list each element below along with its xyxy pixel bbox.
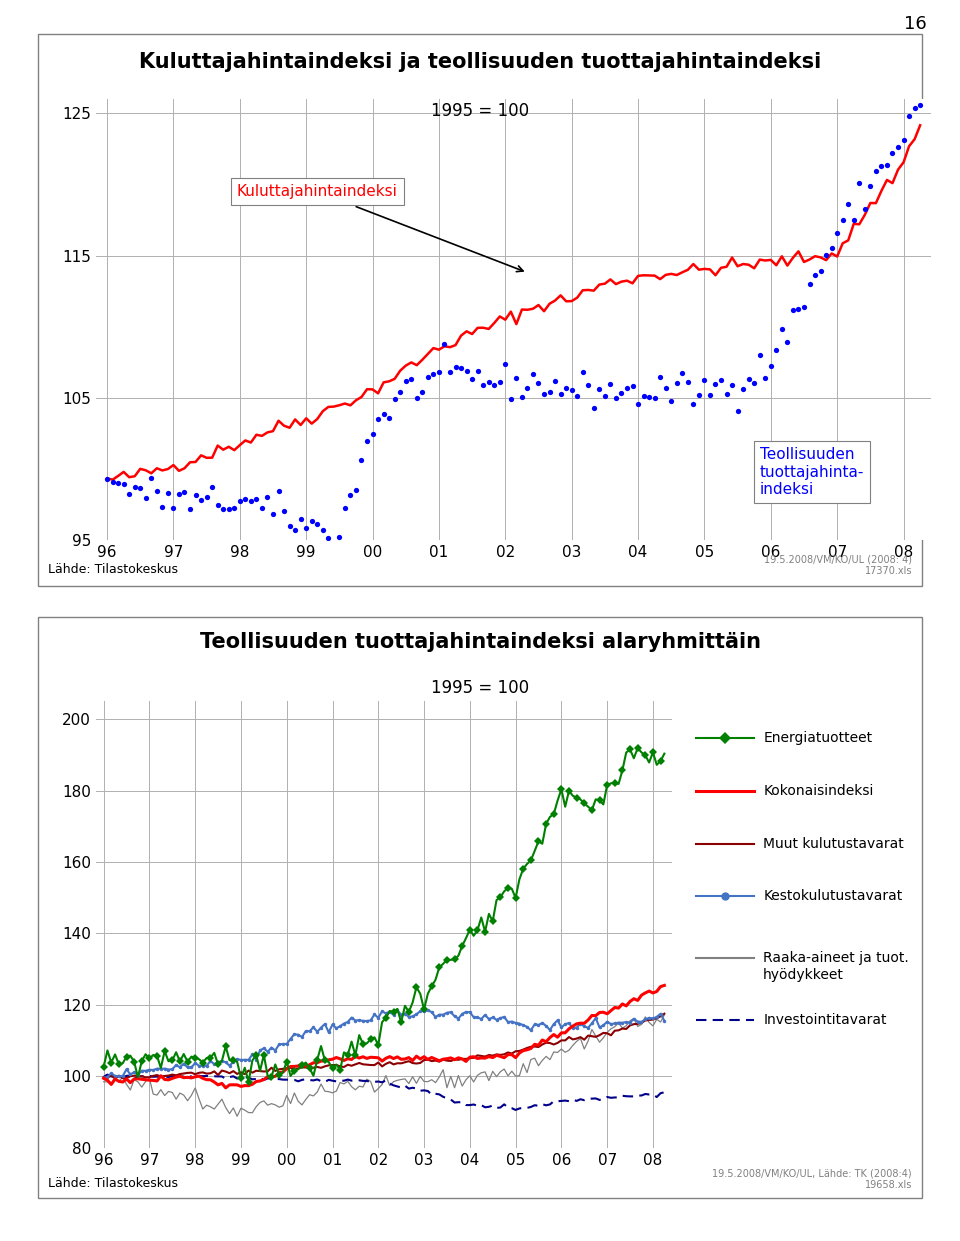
Text: Raaka-aineet ja tuot.: Raaka-aineet ja tuot. [763, 951, 909, 965]
Text: Teollisuuden
tuottajahinta-
indeksi: Teollisuuden tuottajahinta- indeksi [759, 448, 864, 498]
Text: Lähde: Tilastokeskus: Lähde: Tilastokeskus [48, 1178, 178, 1190]
Text: hyödykkeet: hyödykkeet [763, 968, 844, 983]
Text: 1995 = 100: 1995 = 100 [431, 679, 529, 697]
Text: Kuluttajahintaindeksi: Kuluttajahintaindeksi [237, 184, 523, 272]
Text: 16: 16 [903, 15, 926, 34]
Text: Investointitavarat: Investointitavarat [763, 1013, 887, 1028]
Text: Teollisuuden tuottajahintaindeksi alaryhmittäin: Teollisuuden tuottajahintaindeksi alaryh… [200, 632, 760, 652]
Text: Energiatuotteet: Energiatuotteet [763, 731, 873, 746]
Text: 19.5.2008/VM/KO/UL (2008: 4)
17370.xls: 19.5.2008/VM/KO/UL (2008: 4) 17370.xls [764, 555, 912, 576]
Text: Kokonaisindeksi: Kokonaisindeksi [763, 783, 874, 798]
Text: 1995 = 100: 1995 = 100 [431, 102, 529, 120]
Text: Kuluttajahintaindeksi ja teollisuuden tuottajahintaindeksi: Kuluttajahintaindeksi ja teollisuuden tu… [139, 52, 821, 72]
Text: Muut kulutustavarat: Muut kulutustavarat [763, 836, 904, 851]
Text: 19.5.2008/VM/KO/UL, Lähde: TK (2008:4)
19658.xls: 19.5.2008/VM/KO/UL, Lähde: TK (2008:4) 1… [712, 1169, 912, 1190]
Text: Kestokulutustavarat: Kestokulutustavarat [763, 889, 902, 903]
Text: Lähde: Tilastokeskus: Lähde: Tilastokeskus [48, 563, 178, 576]
